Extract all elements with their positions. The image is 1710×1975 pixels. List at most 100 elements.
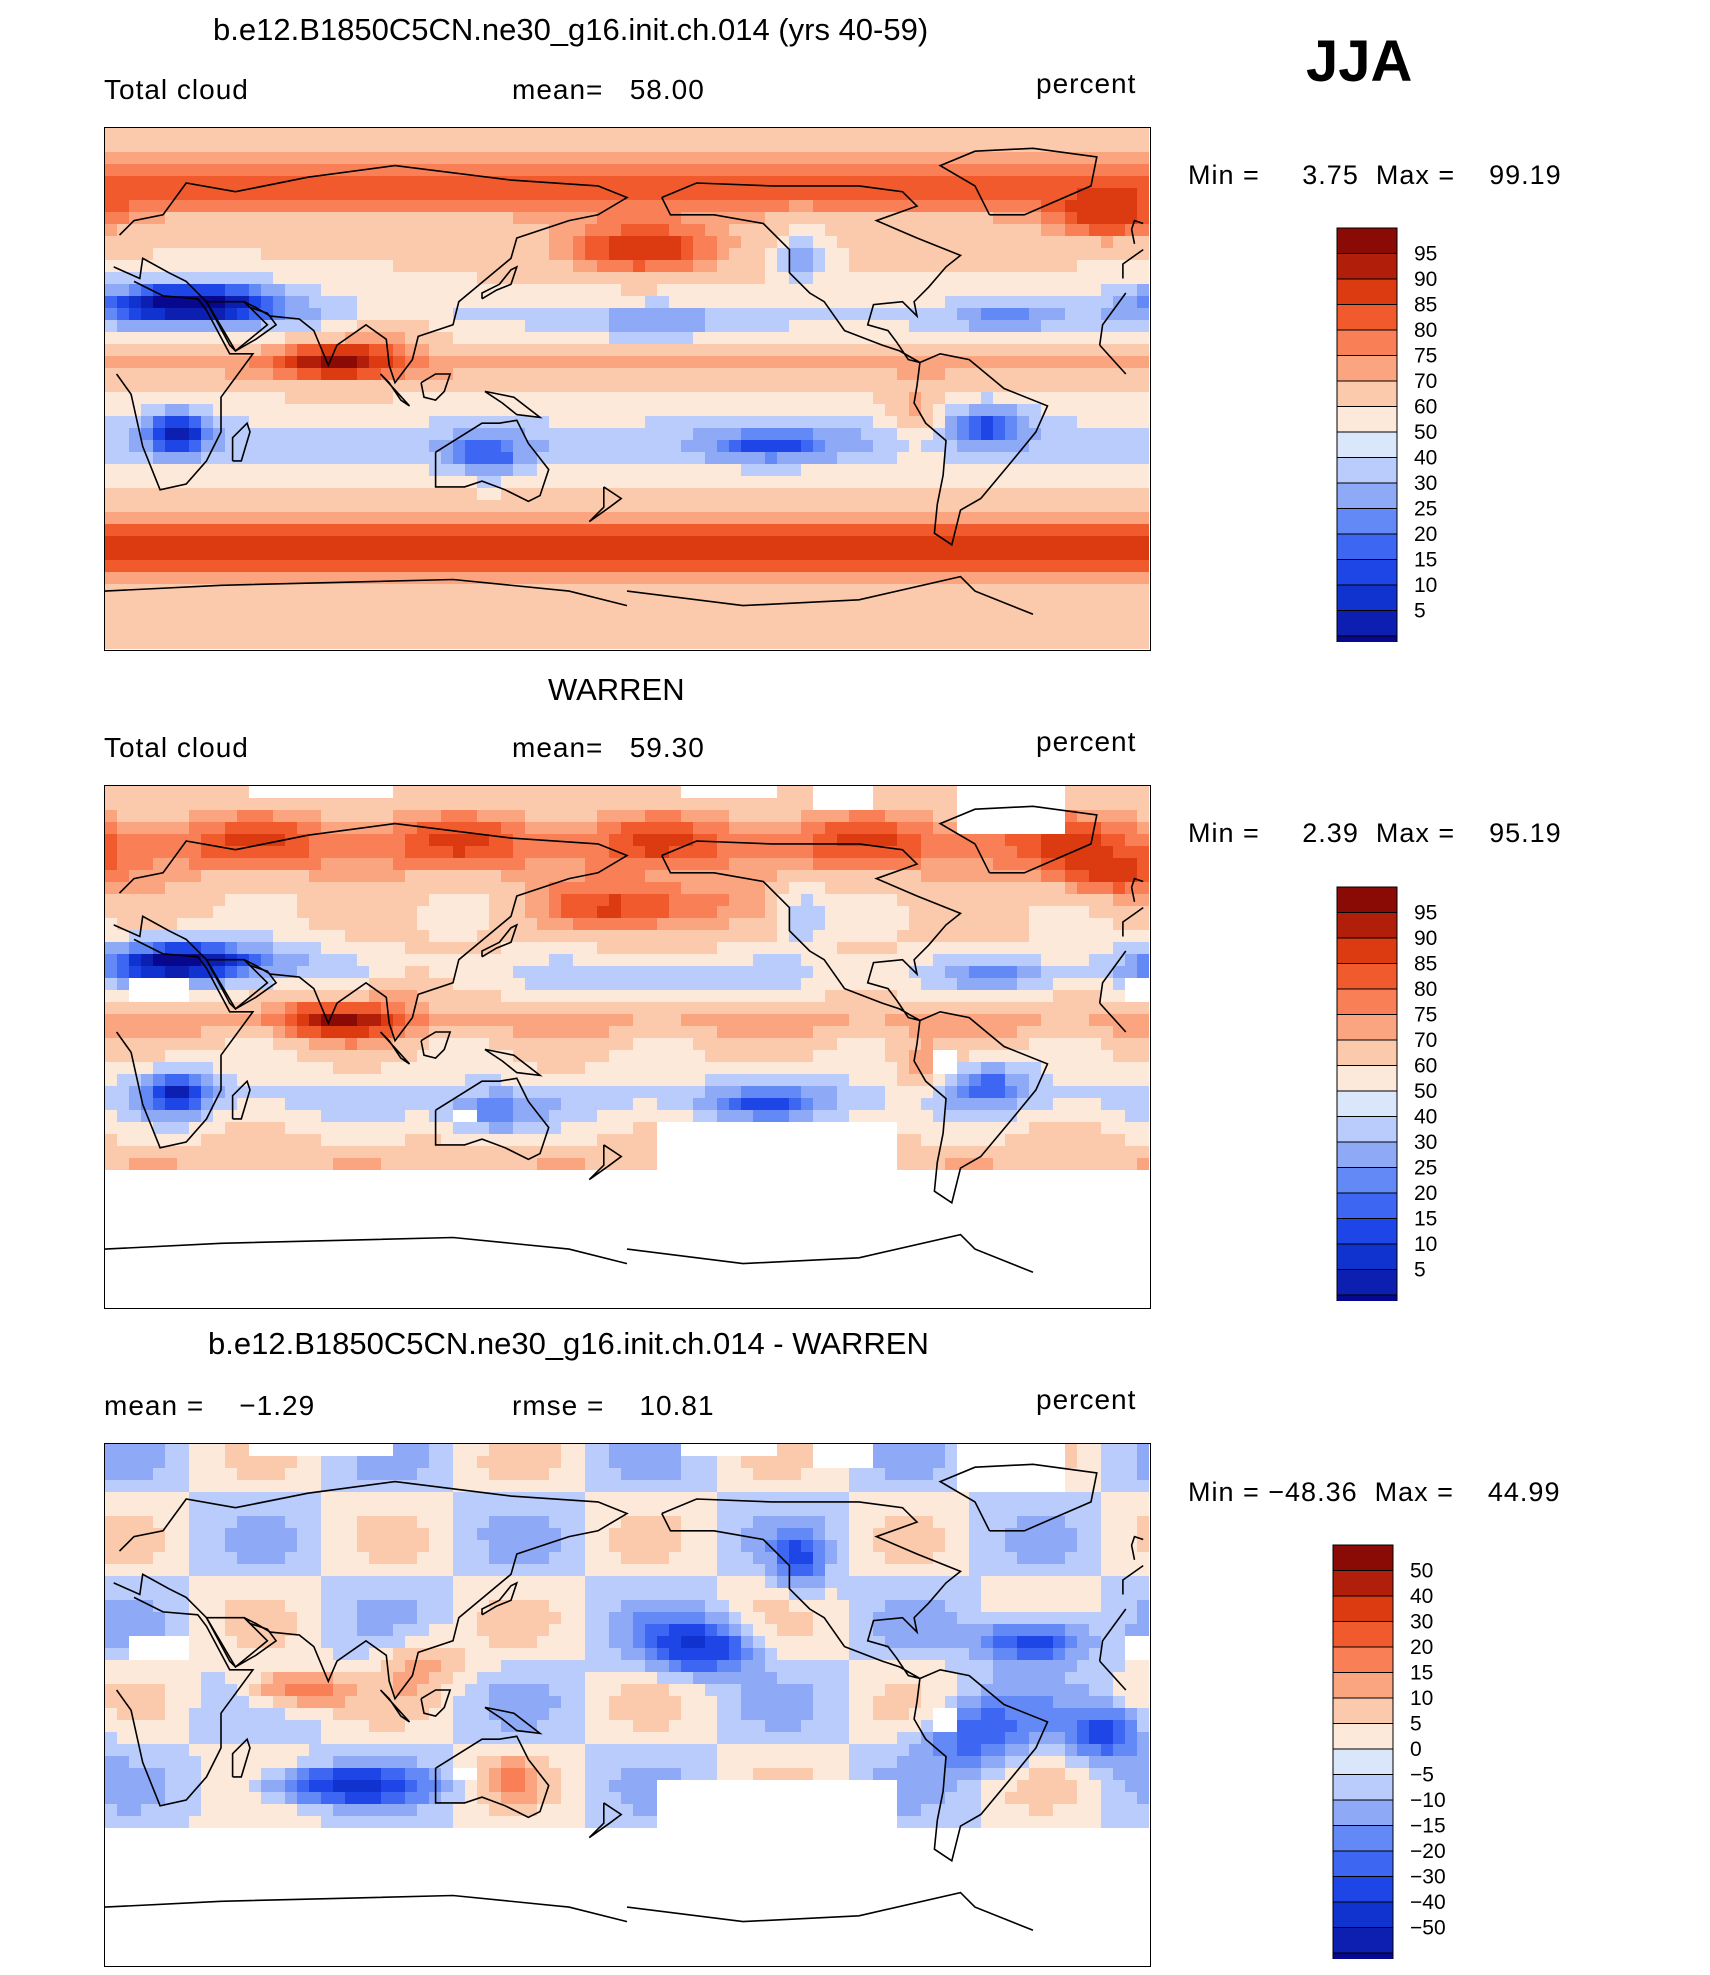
colorbar-box — [1336, 584, 1398, 611]
colorbar-box — [1332, 1672, 1394, 1699]
coastlines — [105, 805, 1144, 1274]
colorbar-tick-label: 75 — [1414, 1004, 1437, 1027]
colorbar-tick-label: 75 — [1414, 345, 1437, 368]
panel-1-variable-label: Total cloud — [104, 74, 249, 105]
colorbar-tick-label: 10 — [1414, 574, 1437, 597]
panel-1-map-field — [105, 128, 1149, 649]
colorbar-tick-label: 5 — [1414, 1259, 1426, 1282]
panel-3-units-label: percent — [1036, 1384, 1137, 1415]
colorbar-box — [1336, 1167, 1398, 1194]
colorbar-box — [1332, 1697, 1394, 1724]
colorbar-tick-label: 10 — [1414, 1233, 1437, 1256]
colorbar-box — [1336, 227, 1398, 254]
colorbar-box — [1332, 1544, 1394, 1571]
colorbar-box — [1336, 635, 1398, 642]
colorbar-box — [1336, 278, 1398, 305]
panel-3-rmse-label: rmse = 10.81 — [512, 1390, 715, 1421]
colorbar-box — [1336, 1014, 1398, 1041]
colorbar-tick-label: −50 — [1410, 1917, 1446, 1940]
colorbar-tick-label: 95 — [1414, 902, 1437, 925]
panel-3-colorbar: 50 40 30 20 15 10 5 0 −5 −10 −15 −20 −30 −40 −50 — [1332, 1544, 1492, 1959]
colorbar-tick-label: 50 — [1414, 1080, 1437, 1103]
colorbar-tick-label: −20 — [1410, 1840, 1446, 1863]
colorbar-box — [1336, 431, 1398, 458]
panel-3-mean-label: mean = −1.29 — [104, 1390, 316, 1421]
colorbar-box — [1336, 1269, 1398, 1296]
colorbar-box — [1336, 533, 1398, 560]
colorbar-box — [1336, 1039, 1398, 1066]
colorbar-box — [1336, 1243, 1398, 1270]
colorbar-tick-label: 85 — [1414, 294, 1437, 317]
colorbar-tick-label: 30 — [1414, 472, 1437, 495]
colorbar-box — [1332, 1621, 1394, 1648]
colorbar-box — [1336, 253, 1398, 280]
colorbar-box — [1332, 1927, 1394, 1954]
colorbar-box — [1332, 1748, 1394, 1775]
colorbar-tick-label: 10 — [1410, 1687, 1433, 1710]
colorbar-tick-label: 60 — [1414, 396, 1437, 419]
colorbar-box — [1332, 1850, 1394, 1877]
colorbar-box — [1336, 482, 1398, 509]
colorbar-tick-label: −30 — [1410, 1866, 1446, 1889]
colorbar-tick-label: 5 — [1414, 600, 1426, 623]
colorbar-box — [1336, 1294, 1398, 1301]
coastlines — [105, 1463, 1144, 1932]
colorbar-box — [1336, 380, 1398, 407]
colorbar-tick-label: 90 — [1414, 927, 1437, 950]
colorbar-box — [1336, 937, 1398, 964]
panel-1-mean-label: mean= 58.00 — [512, 74, 705, 105]
colorbar-tick-label: 15 — [1414, 1208, 1437, 1231]
panel-2-title: WARREN — [548, 672, 685, 707]
panel-1-min-max: Min = 3.75 Max = 99.19 — [1188, 160, 1562, 190]
panel-1-title: b.e12.B1850C5CN.ne30_g16.init.ch.014 (yr… — [213, 12, 929, 47]
colorbar-box — [1332, 1570, 1394, 1597]
colorbar-box — [1336, 886, 1398, 913]
colorbar-tick-label: 80 — [1414, 319, 1437, 342]
colorbar-box — [1336, 988, 1398, 1015]
colorbar-tick-label: 20 — [1414, 523, 1437, 546]
colorbar-box — [1332, 1595, 1394, 1622]
colorbar-box — [1336, 1065, 1398, 1092]
panel-3-title: b.e12.B1850C5CN.ne30_g16.init.ch.014 - W… — [208, 1326, 929, 1361]
colorbar-tick-label: 85 — [1414, 953, 1437, 976]
panel-1-units-label: percent — [1036, 68, 1137, 99]
panel-1-colorbar: 95 90 85 80 75 70 60 50 40 30 25 20 15 10 5 — [1336, 227, 1496, 642]
colorbar-tick-label: 40 — [1414, 447, 1437, 470]
colorbar-tick-label: −5 — [1410, 1764, 1434, 1787]
colorbar-box — [1336, 610, 1398, 637]
colorbar-box — [1336, 559, 1398, 586]
colorbar-box — [1332, 1901, 1394, 1928]
colorbar-tick-label: −15 — [1410, 1815, 1446, 1838]
colorbar-box — [1332, 1876, 1394, 1903]
colorbar-box — [1332, 1825, 1394, 1852]
colorbar-box — [1336, 508, 1398, 535]
colorbar-tick-label: 20 — [1414, 1182, 1437, 1205]
colorbar-tick-label: 95 — [1414, 243, 1437, 266]
panel-2-map — [104, 785, 1151, 1309]
colorbar-tick-label: −40 — [1410, 1891, 1446, 1914]
panel-3-map — [104, 1443, 1151, 1967]
colorbar-box — [1332, 1952, 1394, 1959]
colorbar-box — [1336, 963, 1398, 990]
colorbar-tick-label: 30 — [1410, 1611, 1433, 1634]
colorbar-box — [1336, 457, 1398, 484]
colorbar-box — [1332, 1723, 1394, 1750]
colorbar-tick-label: 25 — [1414, 1157, 1437, 1180]
colorbar-tick-label: 25 — [1414, 498, 1437, 521]
panel-3-map-field — [105, 1444, 1149, 1965]
panel-2-variable-label: Total cloud — [104, 732, 249, 763]
colorbar-tick-label: 20 — [1410, 1636, 1433, 1659]
colorbar-tick-label: 5 — [1410, 1713, 1422, 1736]
colorbar-box — [1336, 1090, 1398, 1117]
colorbar-tick-label: 15 — [1414, 549, 1437, 572]
colorbar-tick-label: 80 — [1414, 978, 1437, 1001]
panel-1-map — [104, 127, 1151, 651]
season-label: JJA — [1306, 29, 1413, 94]
colorbar-tick-label: 70 — [1414, 1029, 1437, 1052]
colorbar-tick-label: 70 — [1414, 370, 1437, 393]
field-cells — [105, 786, 1149, 1307]
colorbar-tick-label: −10 — [1410, 1789, 1446, 1812]
colorbar-box — [1336, 355, 1398, 382]
field-cells — [105, 1444, 1149, 1965]
panel-2-colorbar: 95 90 85 80 75 70 60 50 40 30 25 20 15 10 5 — [1336, 886, 1496, 1301]
